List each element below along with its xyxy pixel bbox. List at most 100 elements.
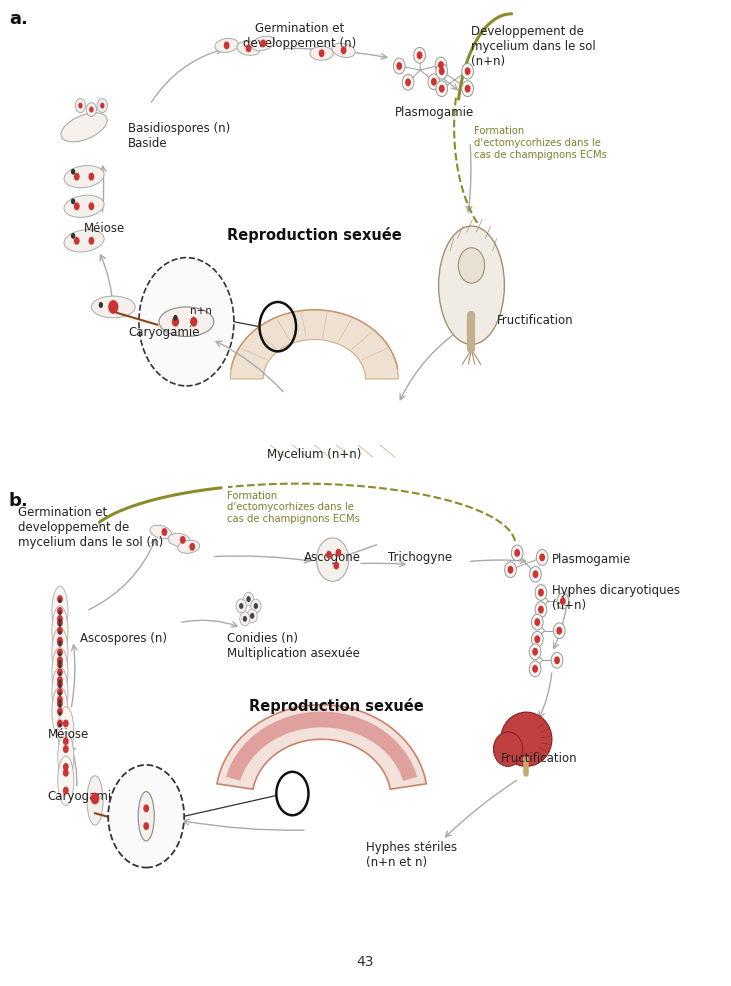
Circle shape — [402, 75, 414, 91]
Circle shape — [57, 669, 63, 676]
Circle shape — [57, 596, 63, 603]
Circle shape — [58, 665, 61, 669]
Circle shape — [58, 712, 61, 716]
Circle shape — [57, 661, 63, 669]
Circle shape — [57, 619, 63, 627]
Ellipse shape — [52, 648, 68, 697]
Circle shape — [239, 603, 243, 609]
Text: Formation
d'ectomycorhizes dans le
cas de champignons ECMs: Formation d'ectomycorhizes dans le cas d… — [227, 490, 360, 524]
Ellipse shape — [251, 37, 275, 51]
Ellipse shape — [52, 628, 68, 677]
Circle shape — [63, 787, 69, 795]
Circle shape — [57, 649, 63, 657]
Circle shape — [243, 616, 247, 622]
Circle shape — [251, 599, 261, 613]
Circle shape — [63, 745, 69, 753]
Circle shape — [58, 623, 61, 627]
Circle shape — [91, 793, 99, 805]
Circle shape — [326, 551, 332, 559]
Text: Reproduction sexuée: Reproduction sexuée — [227, 227, 402, 243]
Circle shape — [57, 657, 63, 665]
Text: Mycelium (n+n): Mycelium (n+n) — [267, 448, 362, 460]
Circle shape — [246, 45, 251, 53]
Text: b.: b. — [9, 491, 29, 509]
Circle shape — [86, 104, 96, 117]
Text: Germination et
developpement (n): Germination et developpement (n) — [243, 22, 356, 49]
Circle shape — [63, 738, 69, 745]
Circle shape — [58, 704, 61, 708]
Ellipse shape — [52, 687, 68, 737]
Text: Fructification: Fructification — [501, 751, 577, 764]
Circle shape — [57, 720, 63, 728]
Circle shape — [88, 203, 94, 211]
Circle shape — [58, 599, 61, 603]
Circle shape — [58, 631, 61, 635]
Ellipse shape — [159, 308, 213, 337]
Circle shape — [172, 317, 179, 327]
Circle shape — [439, 86, 444, 94]
Text: Hyphes stériles
(n+n et n): Hyphes stériles (n+n et n) — [366, 840, 457, 868]
Circle shape — [108, 301, 118, 315]
Text: Basidiospores (n)
Baside: Basidiospores (n) Baside — [128, 122, 230, 150]
Circle shape — [396, 63, 402, 71]
Text: Méiose: Méiose — [84, 222, 125, 235]
Circle shape — [319, 50, 325, 58]
Circle shape — [537, 550, 548, 566]
Circle shape — [260, 40, 266, 48]
Circle shape — [57, 607, 63, 615]
Circle shape — [97, 100, 107, 113]
Text: Caryogamie: Caryogamie — [48, 789, 119, 802]
Circle shape — [108, 765, 184, 868]
Ellipse shape — [52, 606, 68, 656]
Circle shape — [341, 47, 346, 55]
Ellipse shape — [52, 668, 68, 717]
Text: Plasmogamie: Plasmogamie — [395, 106, 474, 118]
Ellipse shape — [58, 707, 74, 756]
Circle shape — [57, 700, 63, 708]
Circle shape — [507, 566, 513, 574]
Circle shape — [58, 672, 61, 676]
Text: n+n: n+n — [190, 306, 212, 316]
Circle shape — [428, 75, 439, 91]
Text: Formation
d'ectomycorhizes dans le
cas de champignons ECMs: Formation d'ectomycorhizes dans le cas d… — [474, 126, 607, 160]
Circle shape — [100, 104, 105, 109]
Text: 43: 43 — [357, 954, 374, 968]
Circle shape — [75, 100, 86, 113]
PathPatch shape — [217, 705, 426, 790]
Circle shape — [431, 79, 436, 87]
Circle shape — [57, 688, 63, 696]
Ellipse shape — [91, 297, 135, 318]
Ellipse shape — [501, 712, 552, 767]
Circle shape — [529, 567, 541, 583]
Text: a.: a. — [9, 10, 28, 28]
Circle shape — [57, 639, 63, 647]
Circle shape — [58, 661, 61, 665]
Circle shape — [240, 612, 250, 626]
Circle shape — [58, 653, 61, 657]
Circle shape — [57, 696, 63, 704]
Circle shape — [57, 680, 63, 688]
Circle shape — [531, 614, 543, 630]
Circle shape — [74, 238, 80, 246]
Circle shape — [435, 58, 447, 74]
Circle shape — [531, 632, 543, 648]
Circle shape — [417, 52, 423, 60]
Ellipse shape — [64, 167, 104, 188]
Circle shape — [58, 700, 61, 704]
Text: Caryogamie: Caryogamie — [128, 325, 200, 338]
Circle shape — [336, 549, 341, 557]
Circle shape — [71, 199, 75, 205]
Circle shape — [504, 562, 516, 578]
Circle shape — [243, 593, 254, 606]
Circle shape — [532, 571, 538, 579]
Ellipse shape — [64, 196, 104, 218]
Text: Ascogone: Ascogone — [304, 550, 361, 563]
Circle shape — [553, 623, 565, 639]
Circle shape — [560, 598, 566, 605]
Ellipse shape — [439, 227, 504, 345]
Circle shape — [534, 618, 540, 626]
Ellipse shape — [87, 776, 103, 825]
Text: Conidies (n)
Multiplication asexuée: Conidies (n) Multiplication asexuée — [227, 631, 360, 659]
Circle shape — [57, 615, 63, 623]
Ellipse shape — [332, 44, 355, 58]
